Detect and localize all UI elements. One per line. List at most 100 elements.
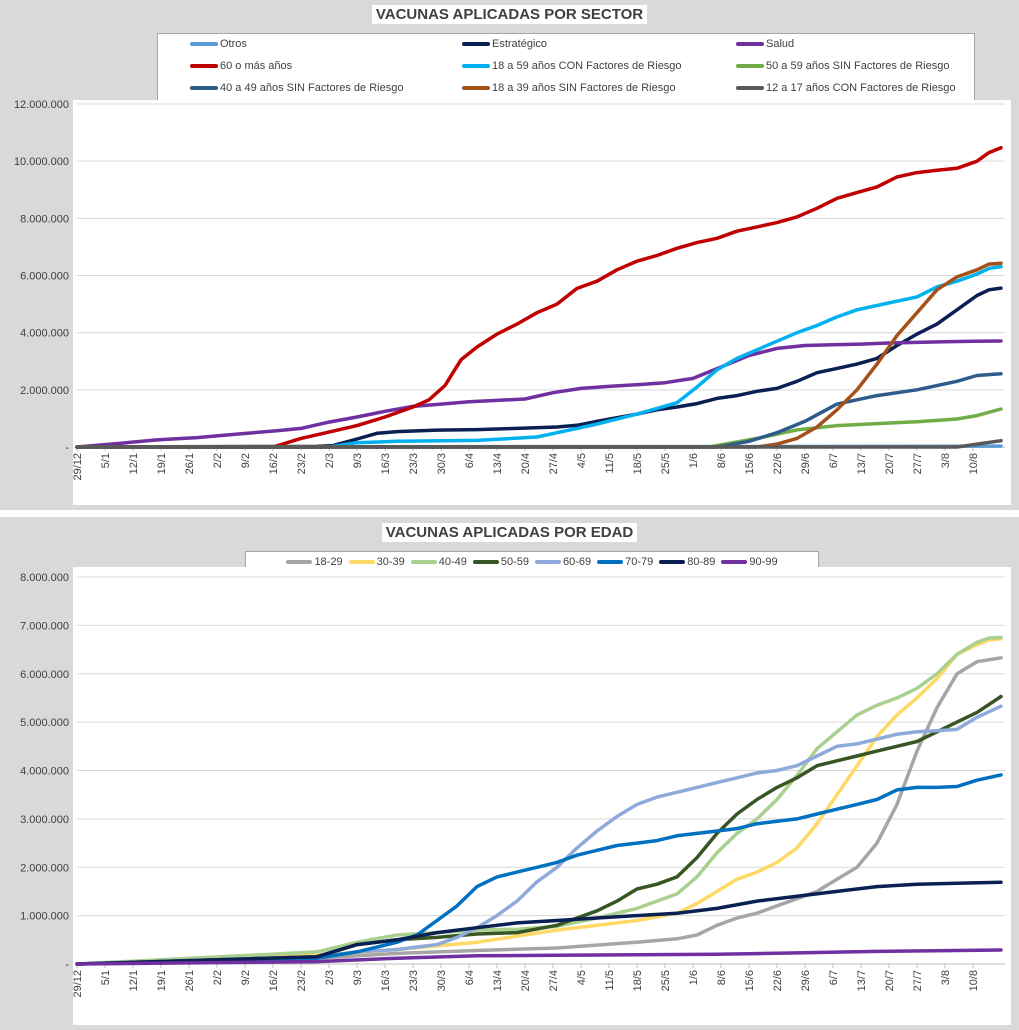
- legend-item-otros: Otros: [190, 37, 247, 51]
- age-xtick-label: 13/4: [492, 970, 504, 991]
- sector-xtick-label: 13/7: [856, 453, 868, 474]
- legend-item-18-29: 18-29: [286, 552, 343, 572]
- age-chart-svg: - 1.000.000 2.000.000 3.000.000 4.000.000 5.0…: [20, 567, 1011, 1025]
- legend-item-18-a-39-anos-sin-factores-de-riesgo: 18 a 39 años SIN Factores de Riesgo: [462, 81, 675, 95]
- age-xtick-label: 10/8: [968, 970, 980, 991]
- age-xtick-label: 6/4: [464, 970, 476, 985]
- age-xtick-label: 5/1: [100, 970, 112, 985]
- legend-swatch: [736, 42, 764, 47]
- legend-swatch: [462, 64, 490, 69]
- age-series-70-79: [75, 773, 1003, 966]
- sector-xtick-label: 6/4: [464, 453, 476, 468]
- age-xtick-label: 23/2: [296, 970, 308, 991]
- legend-label: 18-29: [314, 556, 343, 568]
- legend-item-60-o-mas-anos: 60 o más años: [190, 59, 292, 73]
- age-xtick-label: 4/5: [576, 970, 588, 985]
- sector-series-salud: [75, 339, 1003, 449]
- legend-swatch: [659, 560, 686, 565]
- legend-swatch: [286, 560, 313, 565]
- age-ytick-label: 1.000.000: [20, 911, 69, 923]
- age-series-50-59: [75, 694, 1003, 966]
- legend-swatch: [721, 560, 748, 565]
- sector-chart-title: VACUNAS APLICADAS POR SECTOR: [371, 5, 648, 24]
- age-xtick-label: 20/7: [884, 970, 896, 991]
- sector-xtick-label: 10/8: [968, 453, 980, 474]
- age-xtick-label: 30/3: [436, 970, 448, 991]
- sector-xtick-label: 2/2: [212, 453, 224, 468]
- age-xtick-label: 9/2: [240, 970, 252, 985]
- sector-chart-title-box: VACUNAS APLICADAS POR SECTOR: [0, 5, 1019, 24]
- legend-label: 12 a 17 años CON Factores de Riesgo: [766, 82, 956, 94]
- sector-ytick-label: 4.000.000: [20, 328, 69, 340]
- sector-xtick-label: 29/6: [800, 453, 812, 474]
- legend-swatch: [190, 64, 218, 69]
- age-ytick-label: 2.000.000: [20, 862, 69, 874]
- age-ytick-label: 3.000.000: [20, 814, 69, 826]
- age-xtick-label: 27/4: [548, 970, 560, 991]
- age-chart-panel: VACUNAS APLICADAS POR EDAD 18-29 30-39 40-…: [0, 517, 1019, 1030]
- sector-xtick-label: 8/6: [716, 453, 728, 468]
- legend-item-50-a-59-anos-sin-factores-de-riesgo: 50 a 59 años SIN Factores de Riesgo: [736, 59, 949, 73]
- legend-label: Otros: [220, 38, 247, 50]
- age-series-60-69: [75, 704, 1003, 966]
- age-xtick-label: 1/6: [688, 970, 700, 985]
- legend-label: 30-39: [376, 556, 405, 568]
- legend-label: 50-59: [500, 556, 529, 568]
- sector-xtick-label: 9/2: [240, 453, 252, 468]
- legend-item-40-a-49-anos-sin-factores-de-riesgo: 40 a 49 años SIN Factores de Riesgo: [190, 81, 403, 95]
- legend-label: 60 o más años: [220, 60, 293, 72]
- legend-swatch: [410, 560, 437, 565]
- sector-chart-panel: VACUNAS APLICADAS POR SECTOR Otros Estrat…: [0, 0, 1019, 510]
- legend-item-90-99: 90-99: [721, 552, 778, 572]
- legend-item-12-a-17-anos-con-factores-de-riesgo: 12 a 17 años CON Factores de Riesgo: [736, 81, 956, 95]
- age-xtick-label: 27/7: [912, 970, 924, 991]
- legend-swatch: [348, 560, 375, 565]
- legend-item-40-49: 40-49: [410, 552, 467, 572]
- sector-series-12-a-17-anos-con-factores-de-riesgo: [75, 438, 1003, 449]
- legend-label: 80-89: [687, 556, 716, 568]
- legend-swatch: [190, 86, 218, 91]
- legend-item-80-89: 80-89: [659, 552, 715, 572]
- age-xtick-label: 11/5: [604, 970, 616, 991]
- legend-swatch: [597, 560, 624, 565]
- sector-xtick-label: 6/7: [828, 453, 840, 468]
- age-xtick-label: 8/6: [716, 970, 728, 985]
- sector-series-18-a-59-anos-con-factores-de-riesgo: [75, 264, 1003, 449]
- legend-item-salud: Salud: [736, 37, 794, 51]
- age-xtick-label: 26/1: [184, 970, 196, 991]
- sector-xtick-label: 16/2: [268, 453, 280, 474]
- sector-xtick-label: 3/8: [940, 453, 952, 468]
- sector-ytick-label: 6.000.000: [20, 271, 69, 283]
- sector-ytick-label: 2.000.000: [20, 385, 69, 397]
- age-xtick-label: 2/2: [212, 970, 224, 985]
- age-series-90-99: [75, 948, 1003, 966]
- age-ytick-label: 8.000.000: [20, 572, 69, 584]
- age-xtick-label: 18/5: [632, 970, 644, 991]
- sector-xtick-label: 19/1: [156, 453, 168, 474]
- legend-label: Salud: [766, 38, 795, 50]
- age-ytick-label: 7.000.000: [20, 620, 69, 632]
- sector-xtick-label: 5/1: [100, 453, 112, 468]
- sector-xtick-label: 29/12: [72, 453, 84, 481]
- sector-xtick-label: 1/6: [688, 453, 700, 468]
- legend-label: 60-69: [563, 556, 592, 568]
- age-xtick-label: 29/12: [72, 970, 84, 998]
- legend-label: 18 a 59 años CON Factores de Riesgo: [492, 60, 682, 72]
- legend-item-estrategico: Estratégico: [462, 37, 547, 51]
- sector-xtick-label: 20/4: [520, 453, 532, 474]
- age-xtick-label: 23/3: [408, 970, 420, 991]
- sector-xtick-label: 23/2: [296, 453, 308, 474]
- age-xtick-label: 29/6: [800, 970, 812, 991]
- sector-xtick-label: 23/3: [408, 453, 420, 474]
- legend-item-30-39: 30-39: [348, 552, 405, 572]
- sector-ytick-label: 12.000.000: [14, 99, 69, 111]
- age-ytick-label: 6.000.000: [20, 669, 69, 681]
- age-ytick-label: 4.000.000: [20, 766, 69, 778]
- sector-series-60-o-mas-anos: [75, 145, 1003, 449]
- sector-legend: Otros Estratégico Salud 60 o más años 18 a 5…: [157, 33, 975, 101]
- age-xtick-label: 19/1: [156, 970, 168, 991]
- age-xtick-label: 16/2: [268, 970, 280, 991]
- age-xtick-label: 20/4: [520, 970, 532, 991]
- sector-ytick-label: -: [65, 442, 69, 454]
- age-ytick-label: 5.000.000: [20, 717, 69, 729]
